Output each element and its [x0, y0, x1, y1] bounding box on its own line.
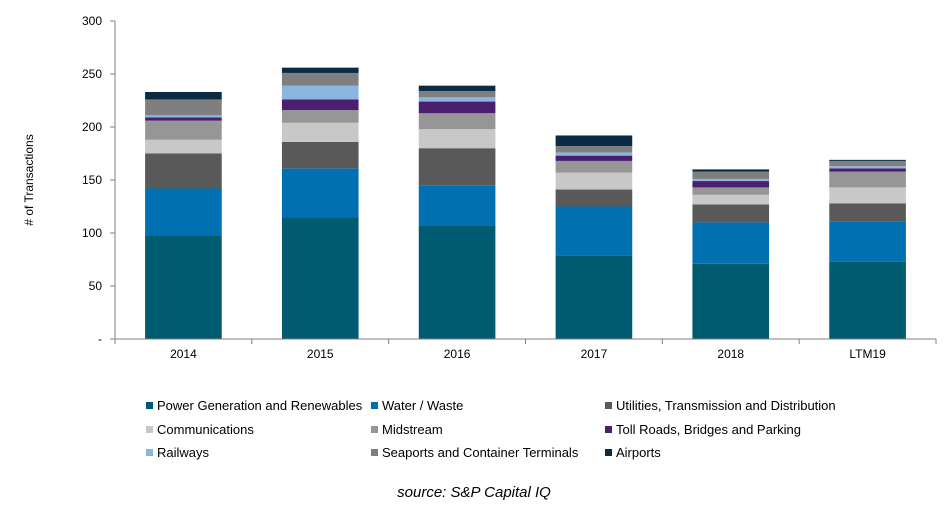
bar-segment [281, 72, 359, 86]
bar-segment [829, 261, 906, 339]
y-axis-title: # of Transactions [22, 134, 36, 225]
bar-segment [418, 148, 496, 186]
bar-segment [281, 168, 359, 218]
bar-segment [555, 189, 633, 207]
bar-segment [145, 115, 222, 118]
bar-segment [692, 204, 770, 223]
x-tick-label: 2016 [444, 347, 471, 361]
y-tick-label: 100 [82, 226, 102, 240]
bar-segment [418, 85, 496, 91]
bar-segment [692, 222, 770, 264]
bar-segment [555, 206, 633, 256]
x-tick-label: 2014 [170, 347, 197, 361]
bar-segment [418, 113, 496, 130]
bar-segment [555, 152, 633, 156]
bar-segment [281, 99, 359, 111]
bar-segment [145, 92, 222, 100]
bar-segment [692, 181, 770, 188]
x-tick-label: 2018 [717, 347, 744, 361]
bar-segment [692, 194, 770, 205]
source-note: source: S&P Capital IQ [397, 484, 551, 501]
bar-segment [145, 153, 222, 189]
bar-segment [145, 139, 222, 154]
bar-segment [145, 188, 222, 236]
x-tick-label: LTM19 [849, 347, 886, 361]
bar-segment [281, 141, 359, 169]
bar-segment [692, 178, 770, 182]
bar-segment [829, 160, 906, 167]
bar-segment [692, 187, 770, 195]
bar-segment [829, 171, 906, 188]
bar-segment [418, 97, 496, 102]
y-tick-label: 250 [82, 67, 102, 81]
bar-segment [418, 90, 496, 98]
x-tick-label: 2017 [581, 347, 608, 361]
bar-segment [555, 135, 633, 147]
bar-segment [829, 159, 906, 161]
bar-segment [829, 187, 906, 204]
bar-segment [281, 110, 359, 123]
y-axis: - 50 100 150 200 250 300 [82, 14, 116, 346]
bar-segment [418, 129, 496, 149]
bar-segment [145, 117, 222, 121]
bar-segment [555, 172, 633, 190]
bar-segment [555, 146, 633, 153]
bar-segment [145, 120, 222, 140]
bar-segment [281, 217, 359, 339]
bar-segment [145, 235, 222, 339]
bar-segment [829, 221, 906, 262]
y-tick-label: 200 [82, 120, 102, 134]
y-tick-label: 150 [82, 173, 102, 187]
bar-segment [555, 155, 633, 161]
bar-segment [692, 171, 770, 179]
y-tick-label: 50 [89, 279, 103, 293]
x-axis: 2014 2015 2016 2017 2018 LTM19 [114, 338, 937, 361]
bar-segment [829, 166, 906, 169]
bar-segment [692, 169, 770, 172]
x-tick-label: 2015 [307, 347, 334, 361]
bar-segment [829, 168, 906, 172]
bar-segment [829, 203, 906, 222]
bar-segment [555, 255, 633, 339]
bar-segment [145, 99, 222, 116]
bar-segment [281, 122, 359, 142]
bar-segment [281, 67, 359, 73]
bar-segment [281, 85, 359, 100]
bar-segment [418, 185, 496, 226]
bar-segment [555, 160, 633, 173]
y-tick-label: 300 [82, 14, 102, 28]
bar-segment [692, 263, 770, 339]
y-tick-label: - [98, 332, 102, 346]
bar-segment [418, 225, 496, 339]
bar-segment [418, 101, 496, 114]
bars [145, 67, 906, 339]
